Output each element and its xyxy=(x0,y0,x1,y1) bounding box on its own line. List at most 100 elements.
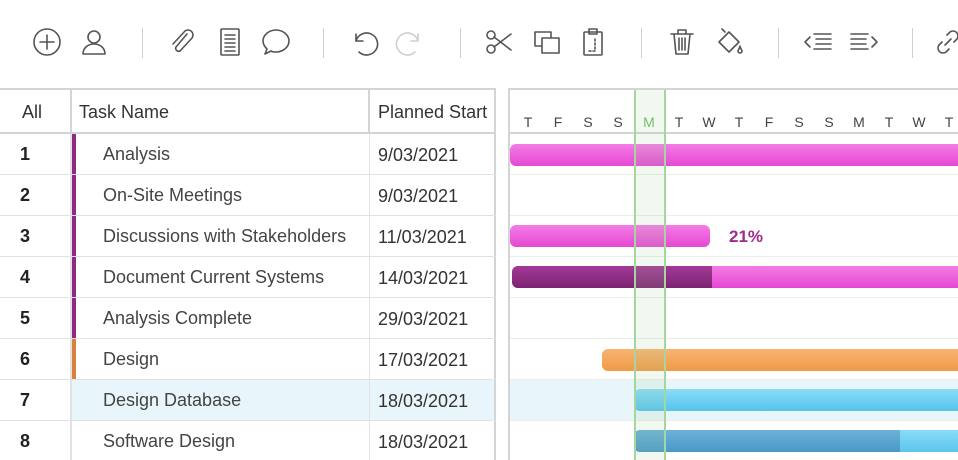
cut-icon[interactable] xyxy=(481,24,517,60)
user-icon[interactable] xyxy=(76,24,112,60)
task-name-cell[interactable]: Design xyxy=(72,339,370,379)
day-label: F xyxy=(553,114,563,130)
row-number: 7 xyxy=(0,380,72,420)
gantt-row xyxy=(510,339,958,380)
column-header-planned-start-label: Planned Start xyxy=(378,102,488,122)
planned-start-cell[interactable]: 18/03/2021 xyxy=(370,380,496,420)
progress-fill xyxy=(634,430,900,452)
paste-icon[interactable] xyxy=(575,24,611,60)
row-number: 2 xyxy=(0,175,72,215)
link-icon[interactable] xyxy=(930,24,958,60)
row-number: 1 xyxy=(0,134,72,174)
day-label: S xyxy=(613,114,623,130)
progress-label: 21% xyxy=(729,227,764,246)
group-color-bar xyxy=(72,216,76,256)
comment-icon[interactable] xyxy=(258,24,294,60)
gantt-row xyxy=(510,298,958,339)
task-name-cell[interactable]: On-Site Meetings xyxy=(72,175,370,215)
day-label: W xyxy=(912,114,926,130)
row-number: 3 xyxy=(0,216,72,256)
redo-icon[interactable] xyxy=(393,24,429,60)
task-name-cell[interactable]: Design Database xyxy=(72,380,370,420)
document-icon[interactable] xyxy=(212,24,248,60)
toolbar-separator xyxy=(641,28,642,58)
planned-start-cell[interactable]: 18/03/2021 xyxy=(370,421,496,460)
task-name: Analysis xyxy=(103,144,171,164)
task-name: On-Site Meetings xyxy=(103,185,243,205)
table-row[interactable]: 1 Analysis 9/03/2021 xyxy=(0,134,496,175)
task-name-cell[interactable]: Document Current Systems xyxy=(72,257,370,297)
gantt-row xyxy=(510,134,958,175)
day-label: S xyxy=(794,114,804,130)
task-name-cell[interactable]: Analysis Complete xyxy=(72,298,370,338)
add-icon[interactable] xyxy=(29,24,65,60)
day-label: W xyxy=(702,114,716,130)
gantt-row xyxy=(510,421,958,460)
column-header-task-name-label: Task Name xyxy=(79,102,170,122)
indent-icon[interactable] xyxy=(846,24,882,60)
column-header-task-name[interactable]: Task Name xyxy=(72,90,370,132)
outdent-icon[interactable] xyxy=(800,24,836,60)
task-name: Design Database xyxy=(103,390,242,410)
timeline-header: T F S S M T W T F S S M T W T xyxy=(510,90,958,134)
toolbar-separator xyxy=(778,28,779,58)
task-bar-design-database[interactable] xyxy=(634,389,958,411)
group-color-bar xyxy=(72,257,76,297)
group-color-bar xyxy=(72,298,76,338)
task-bar-discussions[interactable] xyxy=(510,225,710,247)
planned-start-cell[interactable]: 9/03/2021 xyxy=(370,175,496,215)
planned-start-cell[interactable]: 17/03/2021 xyxy=(370,339,496,379)
gantt-row xyxy=(510,175,958,216)
task-name-cell[interactable]: Software Design xyxy=(72,421,370,460)
table-row[interactable]: 8 Software Design 18/03/2021 xyxy=(0,421,496,460)
task-name: Document Current Systems xyxy=(103,267,325,287)
delete-icon[interactable] xyxy=(664,24,700,60)
column-header-planned-start[interactable]: Planned Start xyxy=(370,90,496,132)
table-row-selected[interactable]: 7 Design Database 18/03/2021 xyxy=(0,380,496,421)
grid-header: All Task Name Planned Start xyxy=(0,90,496,134)
task-grid: All Task Name Planned Start 1 Analysis 9… xyxy=(0,88,496,460)
day-label: T xyxy=(674,114,684,130)
day-label-today: M xyxy=(643,114,655,130)
table-row[interactable]: 4 Document Current Systems 14/03/2021 xyxy=(0,257,496,298)
table-row[interactable]: 6 Design 17/03/2021 xyxy=(0,339,496,380)
day-label: F xyxy=(764,114,774,130)
toolbar-separator xyxy=(142,28,143,58)
group-color-bar xyxy=(72,339,76,379)
task-bar-software-design[interactable] xyxy=(634,430,958,452)
planned-start-cell[interactable]: 14/03/2021 xyxy=(370,257,496,297)
day-label: T xyxy=(523,114,533,130)
task-name: Analysis Complete xyxy=(103,308,253,328)
planned-start-cell[interactable]: 9/03/2021 xyxy=(370,134,496,174)
task-name: Software Design xyxy=(103,431,236,451)
task-name-cell[interactable]: Analysis xyxy=(72,134,370,174)
table-row[interactable]: 3 Discussions with Stakeholders 11/03/20… xyxy=(0,216,496,257)
toolbar-separator xyxy=(323,28,324,58)
task-name-cell[interactable]: Discussions with Stakeholders xyxy=(72,216,370,256)
table-row[interactable]: 2 On-Site Meetings 9/03/2021 xyxy=(0,175,496,216)
day-label: S xyxy=(824,114,834,130)
gantt-chart: T F S S M T W T F S S M T W T 21% xyxy=(510,88,958,460)
pane-splitter[interactable] xyxy=(496,88,510,460)
toolbar-separator xyxy=(912,28,913,58)
planned-start-cell[interactable]: 11/03/2021 xyxy=(370,216,496,256)
task-name: Design xyxy=(103,349,160,369)
day-label: T xyxy=(734,114,744,130)
copy-icon[interactable] xyxy=(529,24,565,60)
task-bar-design[interactable] xyxy=(602,349,958,371)
task-name: Discussions with Stakeholders xyxy=(103,226,347,246)
planned-start-cell[interactable]: 29/03/2021 xyxy=(370,298,496,338)
gantt-row: 21% xyxy=(510,216,958,257)
row-number: 8 xyxy=(0,421,72,460)
attachment-icon[interactable] xyxy=(163,24,199,60)
table-row[interactable]: 5 Analysis Complete 29/03/2021 xyxy=(0,298,496,339)
task-bar-document-systems[interactable] xyxy=(512,266,958,288)
fill-color-icon[interactable] xyxy=(712,24,748,60)
toolbar xyxy=(0,0,958,86)
column-header-all[interactable]: All xyxy=(0,90,72,132)
toolbar-separator xyxy=(460,28,461,58)
undo-icon[interactable] xyxy=(345,24,381,60)
progress-fill xyxy=(512,266,712,288)
day-label: T xyxy=(944,114,954,130)
task-bar-analysis[interactable] xyxy=(510,144,958,166)
